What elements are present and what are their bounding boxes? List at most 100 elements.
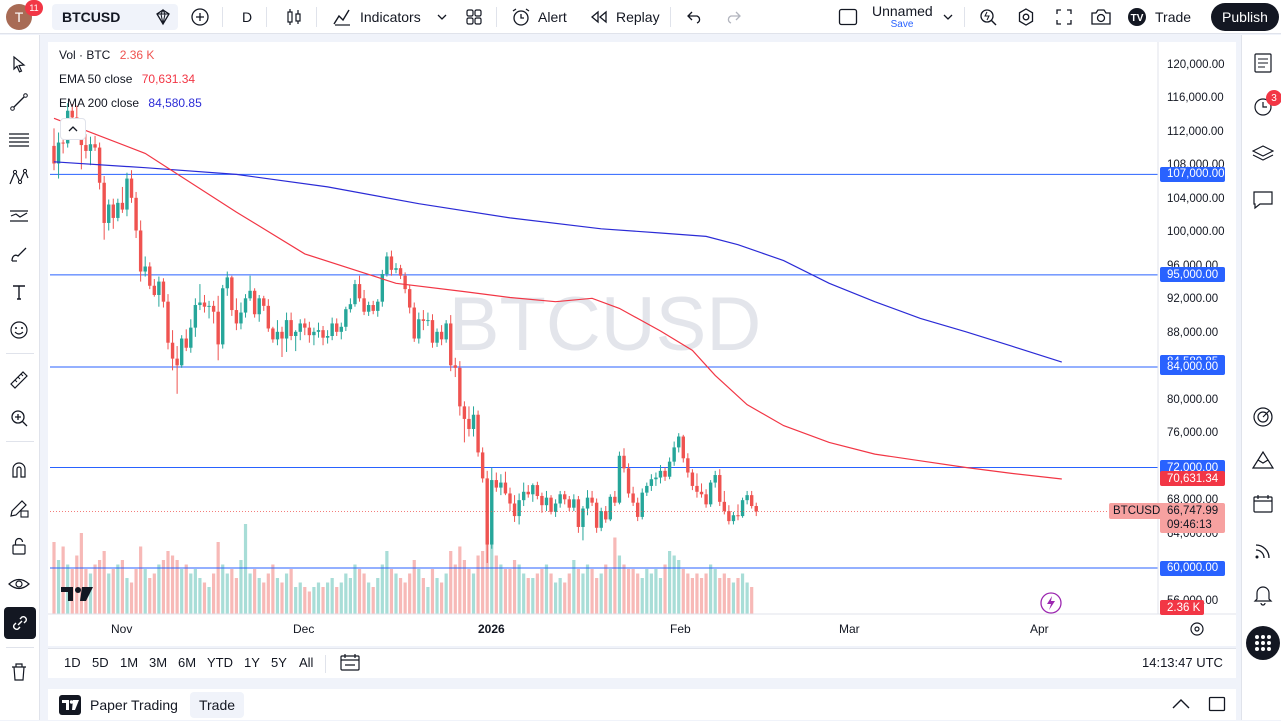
broadcast-icon[interactable] [1249,537,1277,565]
range-1d[interactable]: 1D [64,655,81,670]
trade-label: Trade [1155,9,1192,25]
price-tick: 76,000.00 [1167,427,1219,439]
fullscreen-icon[interactable] [1054,0,1074,34]
symbol-compare-icon[interactable] [154,0,172,34]
ema200-legend-value: 84,580.85 [148,96,202,110]
price-tick: 104,000.00 [1167,192,1225,205]
replay-button[interactable]: Replay [590,0,660,34]
range-ytd[interactable]: YTD [207,655,233,670]
price-tick: 80,000.00 [1167,393,1219,406]
fib-retracement-icon[interactable] [5,126,33,154]
publish-button[interactable]: Publish [1211,3,1279,31]
interval-button[interactable]: D [242,0,252,34]
range-all[interactable]: All [299,655,314,670]
forecasting-icon[interactable] [5,202,33,230]
chart-area[interactable] [48,42,1236,646]
date-range-icon[interactable] [339,653,361,678]
volume-tag-text: 2.36 K [1167,601,1201,614]
watchlist-icon[interactable] [1249,49,1277,77]
pattern-icon[interactable] [5,164,33,192]
indicators-dropdown-icon[interactable] [436,0,448,34]
collapse-legend-icon[interactable] [60,118,86,140]
range-3m[interactable]: 3M [149,655,168,670]
level-tag-60000: 60,000.00 [1160,560,1225,576]
emoji-icon[interactable] [5,316,33,344]
lightning-icon[interactable] [1037,590,1063,621]
layouts-icon[interactable] [464,0,484,34]
avatar-letter: T [14,9,24,25]
range-1m[interactable]: 1M [120,655,139,670]
lock-icon[interactable] [5,532,33,560]
magnet-icon[interactable] [5,456,33,484]
axis-settings-icon[interactable] [1188,620,1206,643]
trash-icon[interactable] [5,658,33,686]
ruler-icon[interactable] [5,366,33,394]
replay-label: Replay [616,9,660,25]
text-tool-icon[interactable] [5,278,33,306]
undo-icon[interactable] [686,0,704,34]
price-tick: 88,000.00 [1167,326,1219,339]
time-tick-feb: Feb [670,622,691,636]
layout-save-label: Save [890,19,914,30]
panel-trade-tab[interactable]: Trade [190,692,244,718]
panel-collapse-icon[interactable] [1171,697,1191,716]
tradingview-logo-icon: TV [1128,8,1146,26]
tradingview-logo[interactable] [60,584,94,609]
target-icon[interactable] [1249,403,1277,431]
redo-icon[interactable] [724,0,742,34]
range-bar [48,648,1236,678]
link-icon[interactable] [4,607,36,639]
symbol-search[interactable]: BTCUSD [52,4,178,30]
range-5d[interactable]: 5D [92,655,109,670]
price-tick: 120,000.00 [1167,58,1225,71]
range-1y[interactable]: 1Y [244,655,260,670]
ema50-legend[interactable]: EMA 50 close 70,631.34 [59,72,195,86]
indicators-icon [333,9,350,26]
top-toolbar: T 11 BTCUSD D Indicators Alert Replay [0,0,1281,34]
zoom-in-icon[interactable] [5,404,33,432]
time-tick-2026: 2026 [478,622,505,636]
camera-icon[interactable] [1090,0,1112,34]
alerts-clock-icon[interactable] [1249,93,1277,121]
symbol-name: BTCUSD [62,9,121,25]
add-symbol-icon[interactable] [190,0,210,34]
range-5y[interactable]: 5Y [271,655,287,670]
ema200-legend[interactable]: EMA 200 close 84,580.85 [59,96,202,110]
calendar-icon[interactable] [1249,490,1277,518]
alert-button[interactable]: Alert [510,0,567,34]
price-tick: 68,000.00 [1167,494,1219,506]
apps-grid-icon[interactable] [1246,626,1280,660]
pencil-lock-icon[interactable] [5,494,33,522]
cursor-icon[interactable] [5,50,33,78]
layout-name[interactable]: Unnamed Save [872,4,933,31]
time-tick-dec: Dec [293,622,315,636]
level-tag-84000: 84,000.00 [1160,359,1225,375]
layout-dropdown-icon[interactable] [942,0,954,34]
volume-legend-value: 2.36 K [119,48,155,62]
layout-checkbox-icon[interactable] [838,0,858,34]
chat-icon[interactable] [1249,186,1277,214]
volume-legend[interactable]: Vol · BTC 2.36 K [59,48,154,62]
paper-trading-tab[interactable]: Paper Trading [90,697,178,713]
panel-maximize-icon[interactable] [1208,696,1226,717]
price-tick: 116,000.00 [1167,92,1224,104]
price-tick: 92,000.00 [1167,293,1219,305]
eye-icon[interactable] [5,570,33,598]
bell-icon[interactable] [1249,581,1277,609]
level-tag-107000: 107,000.00 [1160,166,1225,182]
ema50-legend-label: EMA 50 close [59,72,133,86]
trend-line-icon[interactable] [5,88,33,116]
mountain-icon[interactable] [1249,446,1277,474]
brush-icon[interactable] [5,240,33,268]
indicators-button[interactable]: Indicators [332,0,421,34]
range-6m[interactable]: 6M [178,655,197,670]
right-toolbar: 3 [1241,35,1281,720]
svg-text:TV: TV [1131,13,1144,24]
trade-button[interactable]: TV Trade [1127,3,1205,31]
settings-gear-icon[interactable] [1016,0,1036,34]
layers-icon[interactable] [1249,140,1277,168]
time-tick-nov: Nov [111,622,133,636]
quick-search-icon[interactable] [978,0,998,34]
clock-time[interactable]: 14:13:47 UTC [1142,655,1223,670]
candles-icon[interactable] [284,0,304,34]
